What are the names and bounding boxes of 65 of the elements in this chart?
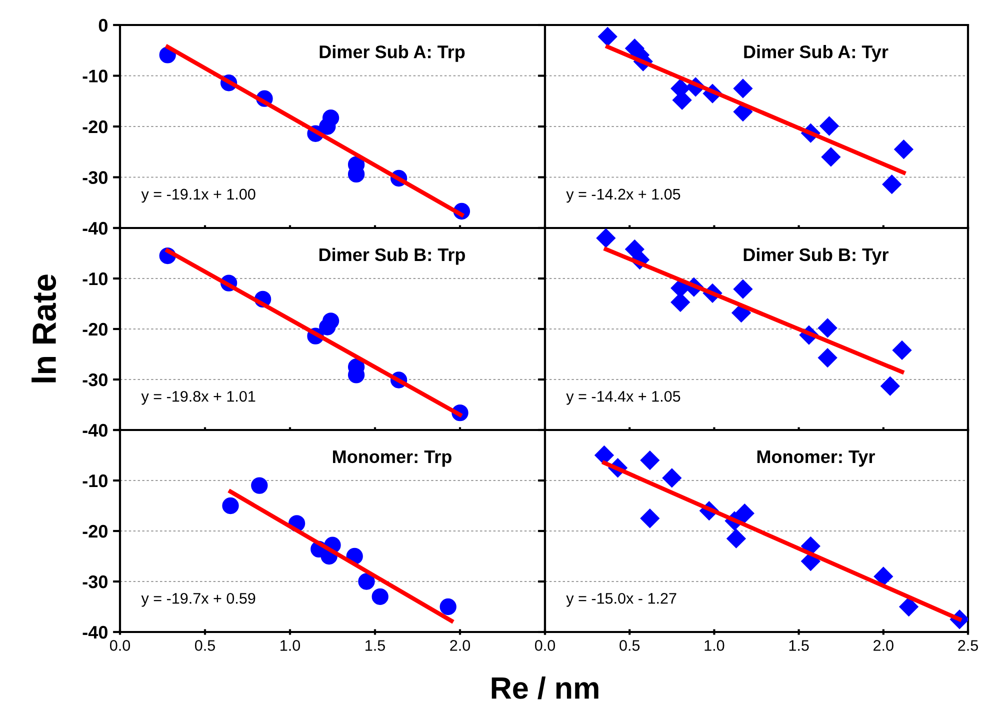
point [892, 340, 912, 360]
point [726, 529, 746, 548]
x-tick-label: 2.5 [958, 640, 978, 651]
text: Dimer Sub A: Tyr [744, 45, 888, 62]
point [222, 497, 239, 514]
annotation: y = -19.8x + 1.01 [141, 390, 256, 405]
point [372, 588, 388, 605]
y-tick-label: -10 [82, 474, 108, 488]
point [598, 27, 618, 46]
text: Monomer: Tyr [757, 450, 875, 467]
x-tick-label: 0.5 [194, 640, 215, 651]
point [880, 376, 900, 396]
point [733, 78, 752, 98]
text: Dimer Sub A: Trp [320, 45, 465, 62]
y-tick-label: -30 [82, 373, 108, 386]
y-tick-label: -40 [82, 424, 108, 437]
point [251, 477, 268, 494]
point [894, 140, 914, 159]
x-tick-label: 0.5 [620, 640, 640, 651]
point [640, 450, 660, 470]
y-tick-label: -10 [82, 70, 108, 82]
annotation: y = -19.7x + 0.59 [141, 592, 256, 607]
point [820, 116, 839, 136]
x-axis-title: Re / nm [492, 676, 598, 700]
y-tick-label: -30 [82, 171, 108, 184]
point [662, 468, 682, 488]
x-tick-label: 2.0 [450, 640, 470, 651]
y-tick-label: 0 [98, 18, 108, 32]
y-tick-label: -20 [82, 120, 108, 134]
annotation: y = -19.1x + 1.00 [141, 188, 256, 203]
y-tick-label: -10 [82, 272, 108, 286]
point [322, 110, 340, 126]
point [640, 508, 660, 528]
point [818, 348, 838, 368]
point [735, 504, 754, 523]
point [821, 147, 840, 166]
y-tick-label: -30 [82, 575, 108, 588]
point [874, 566, 893, 586]
point [358, 573, 375, 590]
point [322, 312, 340, 330]
annotation: y = -15.0x - 1.27 [566, 592, 676, 607]
annotation: y = -14.4x + 1.05 [566, 390, 680, 405]
text: Monomer: Trp [333, 450, 452, 467]
annotation: y = -14.2x + 1.05 [566, 188, 680, 203]
y-tick-label: -40 [82, 222, 108, 235]
x-tick-label: 1.0 [280, 640, 300, 651]
x-tick-label: 1.5 [366, 640, 385, 651]
y-axis-title: ln Rate [32, 274, 56, 382]
x-tick-label: 0.0 [110, 640, 130, 651]
y-tick-label: -40 [82, 626, 108, 639]
point [440, 598, 456, 616]
point [733, 280, 752, 299]
point [899, 597, 918, 616]
y-tick-label: -20 [82, 322, 108, 336]
x-tick-label: 0.0 [534, 640, 556, 651]
x-tick-label: 1.5 [789, 640, 809, 651]
point [818, 318, 838, 338]
point [882, 174, 902, 194]
point [596, 228, 616, 248]
x-tick-label: 2.0 [874, 640, 894, 651]
text: Dimer Sub B: Tyr [744, 248, 889, 265]
point [594, 446, 614, 465]
text: Dimer Sub B: Trp [319, 248, 465, 265]
y-tick-label: -20 [82, 524, 108, 538]
x-tick-label: 1.0 [704, 640, 724, 651]
